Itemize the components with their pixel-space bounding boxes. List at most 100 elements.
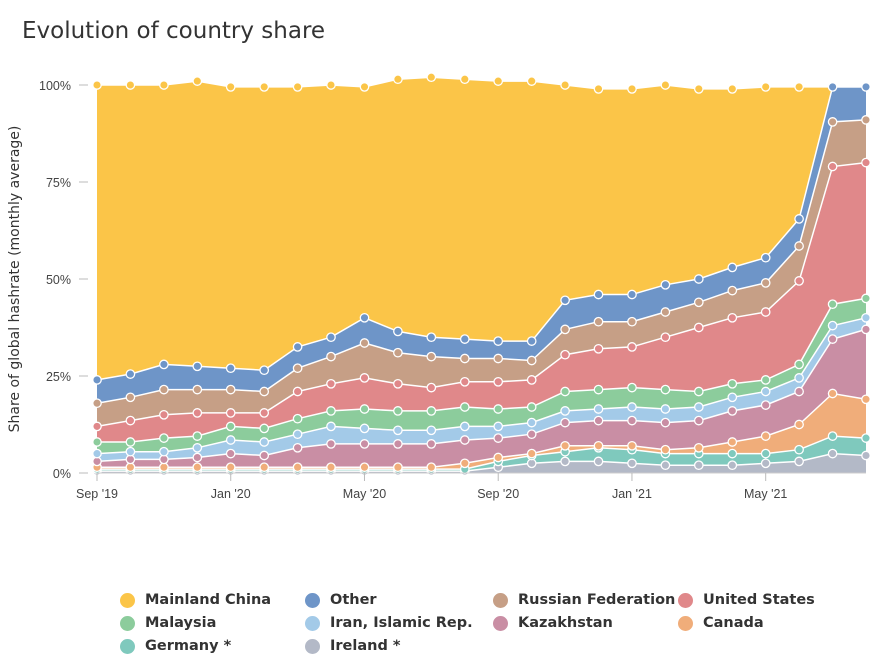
point-iran-islamic-rep	[493, 421, 504, 432]
point-kazakhstan	[192, 452, 203, 463]
point-other	[794, 214, 804, 224]
point-canada	[159, 462, 169, 473]
legend-label: Ireland *	[330, 638, 401, 654]
y-tick-label: 100%	[39, 79, 71, 93]
point-germany	[760, 448, 771, 459]
point-malaysia	[426, 406, 437, 416]
legend-label: Russian Federation	[518, 592, 676, 608]
legend-item-kazakhstan[interactable]: Kazakhstan	[493, 615, 613, 631]
point-united-states	[426, 382, 437, 393]
area-mainland-china	[97, 77, 866, 380]
point-iran-islamic-rep	[861, 312, 871, 323]
line-russian-federation	[96, 119, 867, 404]
point-kazakhstan	[292, 442, 303, 453]
point-russian-federation	[593, 316, 604, 327]
point-malaysia	[459, 402, 470, 412]
point-canada	[192, 462, 203, 473]
point-mainland-china	[292, 82, 303, 92]
point-ireland	[760, 458, 771, 469]
point-other	[92, 375, 102, 385]
point-ireland	[660, 460, 671, 471]
point-russian-federation	[493, 353, 504, 364]
point-russian-federation	[693, 297, 704, 308]
legend-item-iran-islamic-rep[interactable]: Iran, Islamic Rep.	[305, 615, 473, 631]
point-kazakhstan	[359, 439, 370, 449]
point-iran-islamic-rep	[560, 406, 570, 416]
point-other	[526, 336, 537, 346]
point-united-states	[693, 322, 704, 333]
area-germany	[97, 436, 866, 472]
legend-swatch	[120, 638, 135, 654]
point-mainland-china	[727, 84, 738, 94]
point-malaysia	[861, 293, 871, 304]
point-mainland-china	[760, 82, 771, 92]
point-mainland-china	[92, 80, 102, 90]
point-mainland-china	[794, 82, 804, 92]
point-united-states	[593, 343, 604, 354]
legend-item-other[interactable]: Other	[305, 592, 377, 608]
point-united-states	[727, 312, 738, 323]
stacked-area-chart: 0% 25% 50% 75% 100% Sep '19 Jan '20 May '20 Sep …	[7, 72, 871, 501]
point-united-states	[459, 376, 470, 387]
point-iran-islamic-rep	[526, 417, 537, 428]
line-iran-islamic-rep	[96, 317, 867, 455]
legend-swatch	[493, 615, 508, 631]
point-canada	[292, 462, 303, 473]
point-iran-islamic-rep	[359, 423, 370, 434]
point-iran-islamic-rep	[225, 435, 236, 445]
point-russian-federation	[192, 384, 203, 395]
point-kazakhstan	[593, 415, 604, 426]
point-canada	[627, 440, 637, 451]
point-other	[459, 334, 470, 344]
line-kazakhstan	[96, 328, 867, 463]
point-iran-islamic-rep	[794, 373, 804, 383]
legend-item-canada[interactable]: Canada	[678, 615, 764, 631]
legend-item-mainland-china[interactable]: Mainland China	[120, 592, 271, 608]
x-tick-label: Jan '20	[211, 487, 251, 501]
point-united-states	[192, 408, 203, 418]
point-united-states	[225, 408, 236, 418]
point-malaysia	[259, 423, 270, 434]
point-other	[125, 369, 136, 379]
point-other	[760, 252, 771, 263]
point-germany	[827, 431, 838, 441]
y-axis-title: Share of global hashrate (monthly averag…	[7, 126, 23, 433]
point-iran-islamic-rep	[660, 404, 671, 414]
point-mainland-china	[593, 84, 604, 94]
point-united-states	[259, 408, 270, 418]
point-russian-federation	[359, 338, 370, 348]
point-malaysia	[225, 421, 236, 432]
point-kazakhstan	[493, 433, 504, 443]
point-kazakhstan	[459, 435, 470, 445]
point-malaysia	[526, 402, 537, 412]
point-malaysia	[660, 384, 671, 395]
legend-swatch	[120, 592, 135, 608]
legend-item-germany[interactable]: Germany *	[120, 638, 231, 654]
y-tick-label: 25%	[46, 370, 71, 384]
point-mainland-china	[393, 74, 403, 85]
legend-label: Other	[330, 592, 377, 608]
point-united-states	[159, 409, 169, 420]
area-ireland	[97, 453, 866, 473]
point-iran-islamic-rep	[92, 448, 102, 459]
point-other	[326, 332, 336, 343]
point-kazakhstan	[393, 439, 403, 449]
legend-item-ireland[interactable]: Ireland *	[305, 638, 400, 654]
point-canada	[526, 448, 537, 459]
point-russian-federation	[627, 316, 637, 327]
legend-label: Germany *	[145, 638, 232, 654]
point-russian-federation	[225, 384, 236, 395]
legend-item-russian-federation[interactable]: Russian Federation	[493, 592, 675, 608]
point-mainland-china	[459, 74, 470, 85]
point-malaysia	[493, 404, 504, 414]
point-iran-islamic-rep	[426, 425, 437, 436]
line-ireland	[97, 452, 867, 472]
point-canada	[861, 394, 871, 405]
legend-item-malaysia[interactable]: Malaysia	[120, 615, 216, 631]
legend-item-united-states[interactable]: United States	[678, 592, 815, 608]
chart-title: Evolution of country share	[22, 18, 326, 44]
point-other	[393, 326, 403, 337]
point-malaysia	[393, 406, 403, 416]
point-mainland-china	[259, 82, 270, 92]
y-tick-label: 75%	[46, 176, 71, 190]
